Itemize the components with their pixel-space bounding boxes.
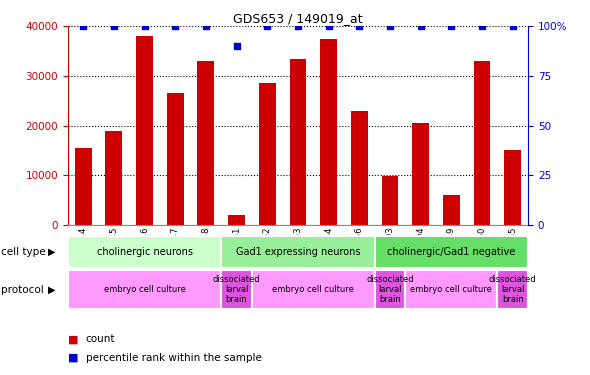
Text: embryo cell culture: embryo cell culture [273,285,354,294]
Bar [167,93,183,225]
Point [140,23,149,29]
Point [109,23,119,29]
Bar [405,270,497,309]
Point [447,23,456,29]
Text: embryo cell culture: embryo cell culture [104,285,185,294]
Text: embryo cell culture: embryo cell culture [411,285,492,294]
Bar [106,130,122,225]
Point [416,23,425,29]
Point [385,23,395,29]
Bar [228,215,245,225]
Text: dissociated
larval
brain: dissociated larval brain [213,276,260,304]
Bar [375,236,528,268]
Bar [75,148,91,225]
Bar [221,236,375,268]
Point [232,43,241,49]
Bar [136,36,153,225]
Text: cholinergic neurons: cholinergic neurons [97,247,192,257]
Bar [375,270,405,309]
Text: percentile rank within the sample: percentile rank within the sample [86,353,261,363]
Bar [474,61,490,225]
Text: ■: ■ [68,353,78,363]
Text: cholinergic/Gad1 negative: cholinergic/Gad1 negative [387,247,516,257]
Bar [290,58,306,225]
Bar [351,111,368,225]
Text: dissociated
larval
brain: dissociated larval brain [366,276,414,304]
Bar [68,270,221,309]
Bar [68,236,221,268]
Bar [443,195,460,225]
Text: Gad1 expressing neurons: Gad1 expressing neurons [235,247,360,257]
Text: cell type: cell type [1,247,46,257]
Bar [320,39,337,225]
Point [324,23,333,29]
Point [355,23,364,29]
Point [263,23,272,29]
Text: ■: ■ [68,334,78,344]
Bar [504,150,521,225]
Title: GDS653 / 149019_at: GDS653 / 149019_at [233,12,363,25]
Bar [221,270,252,309]
Point [201,23,211,29]
Point [293,23,303,29]
Point [78,23,88,29]
Text: dissociated
larval
brain: dissociated larval brain [489,276,536,304]
Bar [382,176,398,225]
Text: count: count [86,334,115,344]
Point [171,23,180,29]
Bar [198,61,214,225]
Bar [252,270,375,309]
Point [508,23,517,29]
Point [477,23,487,29]
Text: protocol: protocol [1,285,44,295]
Bar [412,123,429,225]
Text: ▶: ▶ [48,247,56,257]
Text: ▶: ▶ [48,285,56,295]
Bar [497,270,528,309]
Bar [259,83,276,225]
